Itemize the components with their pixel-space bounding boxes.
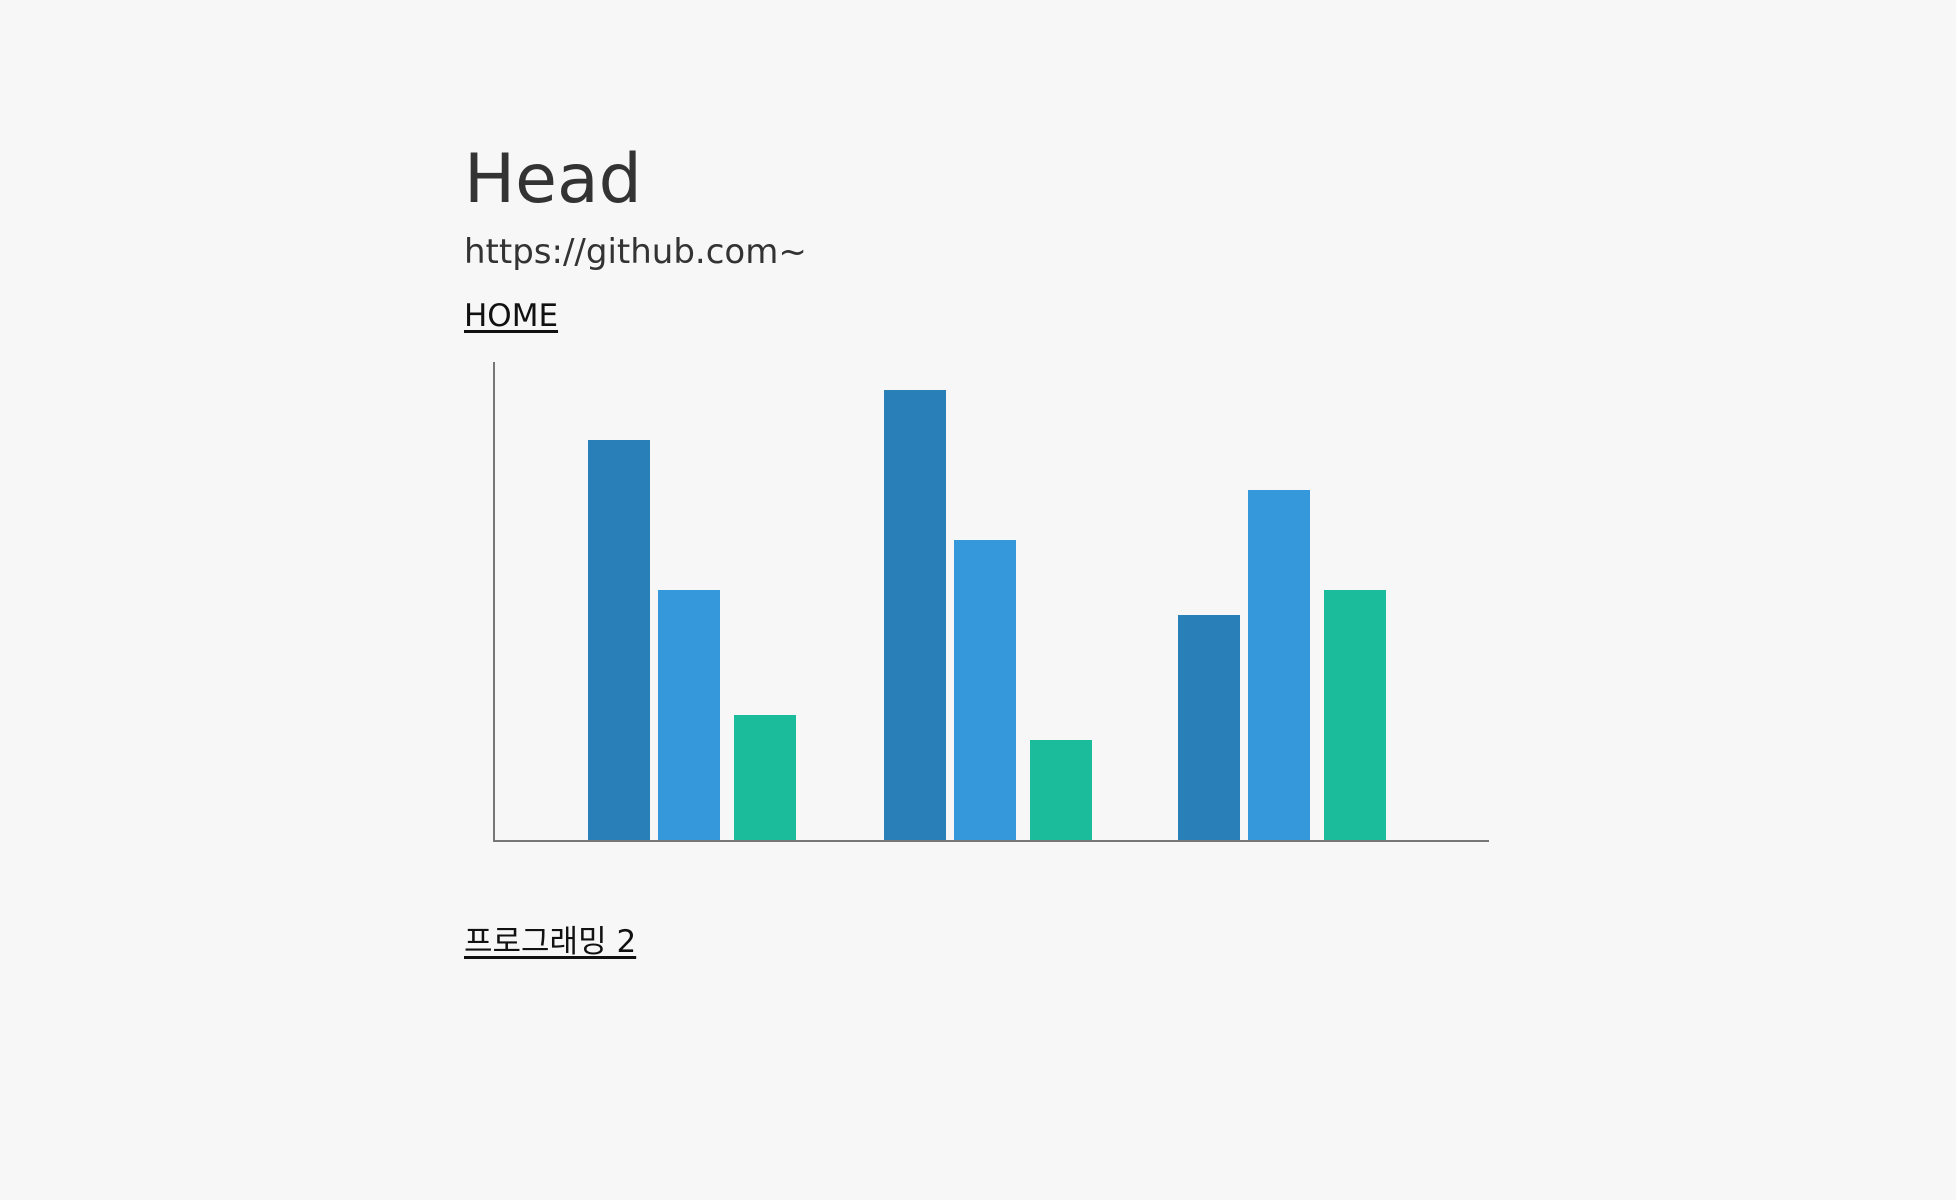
post-link-programming-2[interactable]: 프로그래밍 2 bbox=[464, 924, 637, 960]
bar-group3-series1 bbox=[1178, 615, 1240, 840]
bar-group2-series1 bbox=[884, 390, 946, 840]
bar-group1-series1 bbox=[588, 440, 650, 840]
bar-group2-series3 bbox=[1030, 740, 1092, 840]
repo-url-text: https://github.com~ bbox=[464, 232, 807, 272]
bar-group2-series2 bbox=[954, 540, 1016, 840]
bar-group1-series3 bbox=[734, 715, 796, 840]
chart-bars bbox=[588, 390, 1386, 840]
bar-group3-series2 bbox=[1248, 490, 1310, 840]
bar-group1-series2 bbox=[658, 590, 720, 840]
home-link[interactable]: HOME bbox=[464, 298, 559, 334]
bar-chart bbox=[493, 362, 1489, 842]
bar-group3-series3 bbox=[1324, 590, 1386, 840]
page-title: Head bbox=[464, 140, 642, 219]
